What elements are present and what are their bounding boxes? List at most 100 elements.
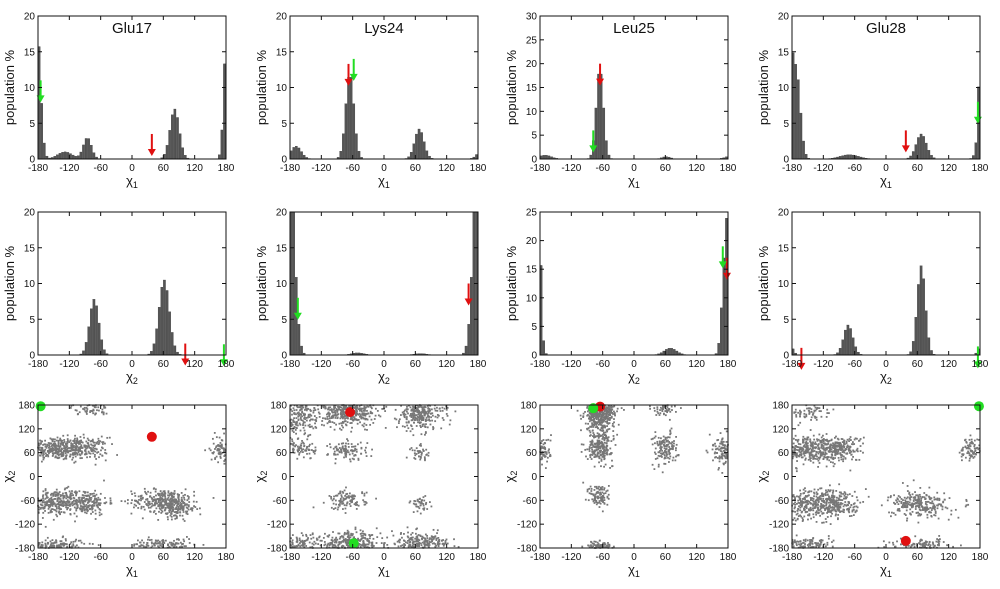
scatter-point xyxy=(86,410,88,412)
scatter-point xyxy=(176,500,179,503)
scatter-point xyxy=(364,543,367,546)
scatter-point xyxy=(354,504,357,506)
y-tick-label: 30 xyxy=(526,12,538,23)
scatter-point xyxy=(68,490,71,493)
scatter-point xyxy=(420,412,423,415)
scatter-point xyxy=(60,540,63,543)
scatter-point xyxy=(215,446,217,449)
scatter-point xyxy=(58,448,60,451)
scatter-point xyxy=(415,536,418,538)
scatter-point xyxy=(596,490,599,493)
scatter-point xyxy=(316,538,319,541)
scatter-point xyxy=(594,454,597,456)
scatter-point xyxy=(62,434,65,437)
scatter-point xyxy=(354,412,357,415)
scatter-point xyxy=(668,418,671,421)
scatter-point xyxy=(344,452,347,455)
histogram-bar xyxy=(927,337,931,356)
scatter-point xyxy=(337,543,340,546)
scatter-point xyxy=(90,448,92,451)
scatter-point xyxy=(161,492,164,495)
plot-frame xyxy=(791,211,981,356)
scatter-point xyxy=(182,511,185,513)
scatter-point xyxy=(155,507,158,510)
scatter-point xyxy=(94,509,97,512)
scatter-point xyxy=(297,437,300,440)
scatter-point xyxy=(62,511,65,514)
scatter-point xyxy=(52,518,55,521)
scatter-point xyxy=(289,543,292,546)
scatter-point xyxy=(339,500,342,502)
scatter-point xyxy=(345,405,348,408)
scatter-point xyxy=(68,504,71,507)
scatter-point xyxy=(418,444,421,447)
scatter-point xyxy=(80,444,83,447)
scatter-point xyxy=(423,456,426,459)
scatter-point xyxy=(169,504,172,507)
scatter-point xyxy=(359,415,361,418)
scatter-point xyxy=(357,408,360,411)
scatter-point xyxy=(57,496,60,499)
scatter-point xyxy=(409,430,412,433)
scatter-point xyxy=(403,533,405,535)
scatter-point xyxy=(409,541,411,544)
scatter-point xyxy=(362,409,365,412)
scatter-point xyxy=(446,406,449,409)
scatter-point xyxy=(544,448,547,451)
x-tick-label: 180 xyxy=(470,163,487,174)
scatter-point xyxy=(69,546,72,549)
scatter-point xyxy=(181,505,184,508)
scatter-point xyxy=(359,441,362,444)
scatter-point xyxy=(142,541,145,544)
scatter-point xyxy=(66,506,69,509)
scatter-point xyxy=(61,494,63,497)
scatter-point xyxy=(212,451,215,454)
scatter-point xyxy=(586,405,589,408)
scatter-point xyxy=(434,420,437,423)
scatter-point xyxy=(660,437,662,440)
scatter-point xyxy=(651,463,654,466)
scatter-point xyxy=(97,544,100,546)
scatter-point xyxy=(606,417,608,420)
scatter-point xyxy=(41,495,44,498)
scatter-point xyxy=(354,405,357,408)
scatter-point xyxy=(51,447,54,450)
scatter-point xyxy=(133,544,136,547)
scatter-point xyxy=(175,514,177,517)
scatter-point xyxy=(303,539,306,542)
scatter-point xyxy=(403,540,406,542)
scatter-point xyxy=(333,411,336,414)
scatter-point xyxy=(598,443,601,446)
scatter-point xyxy=(592,415,595,418)
scatter-point xyxy=(411,419,414,422)
scatter-point xyxy=(589,434,591,437)
scatter-point xyxy=(422,503,425,505)
scatter-point xyxy=(296,424,299,427)
scatter-point xyxy=(354,454,357,457)
scatter-point xyxy=(339,491,342,494)
scatter-point xyxy=(421,425,424,428)
scatter-point xyxy=(297,544,300,547)
scatter-point xyxy=(603,454,606,457)
scatter-point xyxy=(52,494,55,497)
scatter-point xyxy=(663,454,666,457)
scatter-point xyxy=(185,536,188,538)
scatter-point xyxy=(606,411,609,414)
scatter-point xyxy=(126,502,129,505)
scatter-point xyxy=(334,446,337,449)
scatter-point xyxy=(59,495,62,498)
histogram-bar xyxy=(602,107,606,160)
scatter-point xyxy=(441,417,444,419)
scatter-point xyxy=(414,458,417,460)
scatter-point xyxy=(95,497,98,500)
scatter-point xyxy=(42,497,44,500)
scatter-point xyxy=(339,427,341,430)
scatter-point xyxy=(93,447,96,450)
scatter-point xyxy=(162,498,165,501)
scatter-point xyxy=(99,453,102,456)
scatter-point xyxy=(426,405,429,407)
scatter-point xyxy=(95,498,98,501)
scatter-point xyxy=(160,509,163,512)
scatter-point xyxy=(426,508,429,510)
scatter-point xyxy=(359,407,362,410)
